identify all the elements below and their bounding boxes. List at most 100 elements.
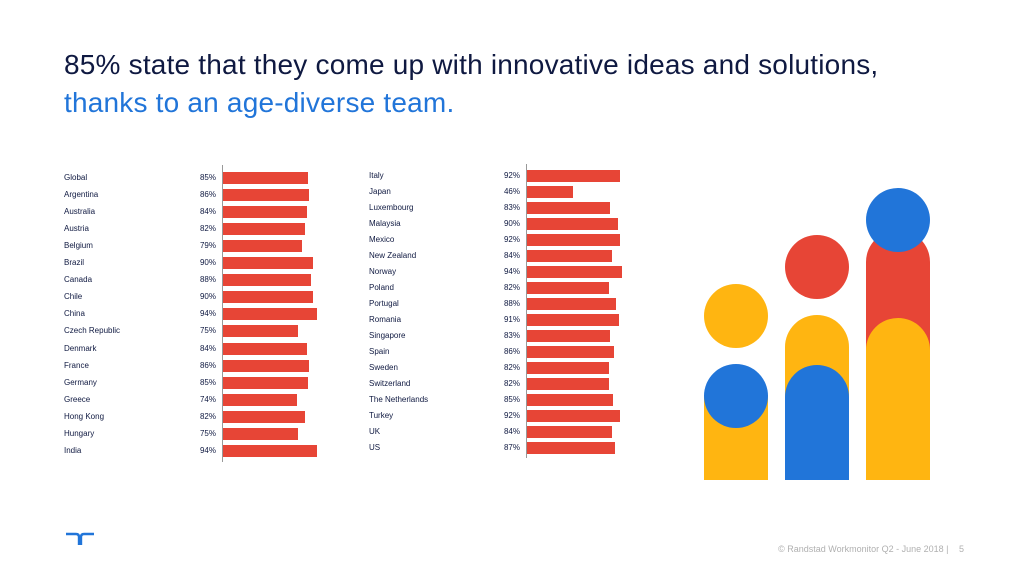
bar-category-label: Switzerland [369, 379, 411, 388]
bar-category-label: Mexico [369, 235, 395, 244]
bar [223, 376, 308, 389]
bar [527, 362, 610, 374]
bar [223, 274, 311, 287]
bar-value-label: 88% [199, 275, 216, 285]
bar [527, 218, 618, 230]
figure-right-yellow-body [866, 318, 930, 480]
bar-value-label: 83% [503, 203, 520, 212]
bar-value-label: 90% [503, 219, 520, 228]
bar [527, 186, 574, 198]
bar-category-label: US [369, 443, 381, 452]
bar-category-label: France [64, 360, 89, 370]
bar-category-label: New Zealand [369, 251, 417, 260]
bar [527, 426, 612, 438]
bar-value-label: 83% [503, 331, 520, 340]
bar-category-label: Brazil [64, 258, 85, 268]
figure-left-head [704, 284, 768, 348]
bar [223, 325, 298, 338]
bar-category-label: Greece [64, 394, 91, 404]
bar-value-label: 82% [503, 283, 520, 292]
bar-category-label: Singapore [369, 331, 406, 340]
bar-value-label: 84% [199, 343, 216, 353]
bar-category-label: Spain [369, 347, 390, 356]
bar [527, 234, 620, 246]
title-accent: thanks to an age-diverse team. [64, 87, 455, 118]
bar-value-label: 75% [199, 429, 216, 439]
bar-category-label: The Netherlands [369, 395, 429, 404]
figure-middle-blue-body [785, 365, 849, 480]
bar [527, 378, 610, 390]
bar [527, 314, 619, 326]
bar-value-label: 86% [199, 189, 216, 199]
bar-value-label: 82% [503, 363, 520, 372]
bar [527, 266, 622, 278]
bar-category-label: Chile [64, 292, 83, 302]
bar-value-label: 94% [503, 267, 520, 276]
bar [223, 342, 307, 355]
bar [223, 291, 313, 304]
bar-value-label: 84% [199, 206, 216, 216]
bar [527, 410, 620, 422]
bar-category-label: China [64, 309, 85, 319]
figure-left-blue-head [704, 364, 768, 428]
bar-value-label: 92% [503, 171, 520, 180]
bar-value-label: 90% [199, 292, 216, 302]
bar-value-label: 82% [503, 379, 520, 388]
bar-value-label: 86% [199, 360, 216, 370]
bar [223, 428, 298, 441]
bar [527, 250, 612, 262]
bar-category-label: Argentina [64, 189, 99, 199]
bar [223, 188, 309, 201]
bar [223, 308, 317, 321]
footer-text: © Randstad Workmonitor Q2 - June 2018 | … [778, 544, 964, 554]
bar [527, 170, 620, 182]
page-title: 85% state that they come up with innovat… [64, 46, 924, 122]
bar-value-label: 84% [503, 427, 520, 436]
bar-category-label: Sweden [369, 363, 398, 372]
bar-value-label: 74% [199, 394, 216, 404]
bar-value-label: 92% [503, 235, 520, 244]
bar-category-label: Luxembourg [369, 203, 414, 212]
bar-value-label: 75% [199, 326, 216, 336]
title-main: 85% state that they come up with innovat… [64, 49, 879, 80]
bar [223, 359, 309, 372]
randstad-logo-icon [66, 532, 94, 545]
bar-category-label: Hong Kong [64, 411, 105, 421]
bar-value-label: 90% [199, 258, 216, 268]
bar [527, 394, 613, 406]
bar-value-label: 85% [199, 377, 216, 387]
bar-category-label: Norway [369, 267, 397, 276]
bar [527, 298, 616, 310]
footer-page-number: 5 [958, 544, 964, 554]
bar [223, 222, 305, 235]
bar-value-label: 94% [199, 309, 216, 319]
bar-category-label: Belgium [64, 240, 93, 250]
bar-value-label: 88% [503, 299, 520, 308]
bar-category-label: Italy [369, 171, 384, 180]
figure-right-head [866, 188, 930, 252]
bar [223, 445, 317, 458]
bar-category-label: Poland [369, 283, 394, 292]
bar-value-label: 79% [199, 240, 216, 250]
bar [223, 410, 305, 423]
bar-category-label: Austria [64, 223, 89, 233]
bar [223, 257, 313, 270]
bar-category-label: UK [369, 427, 381, 436]
bar-value-label: 87% [503, 443, 520, 452]
bar-value-label: 92% [503, 411, 520, 420]
figure-middle-head [785, 235, 849, 299]
bar-value-label: 91% [503, 315, 520, 324]
bar-value-label: 85% [199, 172, 216, 182]
bar [223, 239, 302, 252]
bar [527, 282, 610, 294]
bar-category-label: Hungary [64, 429, 95, 439]
age-diverse-people-icon [704, 188, 930, 480]
bar-category-label: Canada [64, 275, 93, 285]
bar-value-label: 84% [503, 251, 520, 260]
bar-category-label: Czech Republic [64, 326, 121, 336]
bar [527, 202, 611, 214]
bar-category-label: Portugal [369, 299, 399, 308]
bar-category-label: India [64, 446, 82, 456]
bar [527, 330, 611, 342]
bar [527, 346, 614, 358]
